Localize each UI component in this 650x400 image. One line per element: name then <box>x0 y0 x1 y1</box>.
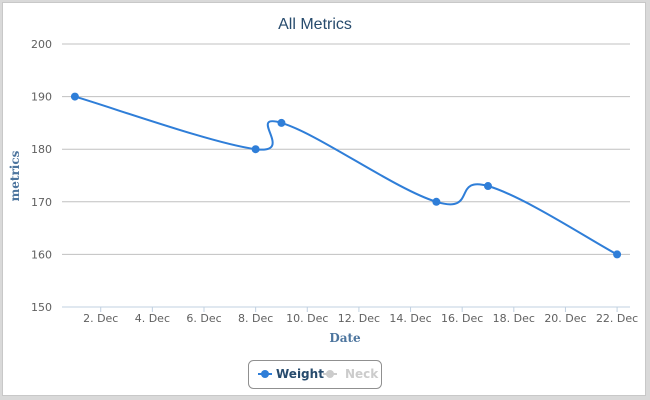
data-point[interactable] <box>484 182 492 191</box>
legend: Weight Neck <box>248 360 382 389</box>
legend-box <box>248 360 382 389</box>
y-tick-label: 170 <box>31 196 52 209</box>
x-tick-label: 16. Dec <box>441 312 483 325</box>
data-point[interactable] <box>432 197 441 206</box>
legend-item-weight[interactable]: Weight <box>258 367 324 381</box>
grid-lines <box>62 43 630 255</box>
chart-title: All Metrics <box>278 16 352 33</box>
data-point[interactable] <box>70 92 79 101</box>
legend-label: Neck <box>345 367 379 381</box>
y-axis-ticks: 150 160 170 180 190 200 <box>31 38 52 314</box>
x-tick-label: 6. Dec <box>186 312 221 325</box>
x-tick-label: 8. Dec <box>238 312 273 325</box>
series-group <box>70 92 622 259</box>
x-tick-label: 14. Dec <box>389 312 431 325</box>
x-tick-label: 2. Dec <box>83 312 118 325</box>
legend-marker-icon <box>326 370 334 378</box>
x-tick-label: 20. Dec <box>544 312 586 325</box>
legend-marker-icon <box>261 370 269 378</box>
y-axis-title: metrics <box>8 150 22 201</box>
data-point[interactable] <box>277 118 286 127</box>
x-tick-label: 4. Dec <box>135 312 170 325</box>
legend-item-neck[interactable]: Neck <box>323 367 379 381</box>
y-tick-label: 160 <box>31 248 52 261</box>
x-tick-label: 10. Dec <box>286 312 328 325</box>
series-line-weight <box>74 95 618 256</box>
data-point[interactable] <box>251 145 260 154</box>
x-tick-label: 12. Dec <box>338 312 380 325</box>
chart-frame <box>2 2 646 396</box>
data-point[interactable] <box>613 250 622 259</box>
x-tick-label: 22. Dec <box>596 312 638 325</box>
legend-label: Weight <box>276 367 324 381</box>
x-axis-title: Date <box>329 331 361 345</box>
x-tick-label: 18. Dec <box>493 312 535 325</box>
y-tick-label: 150 <box>31 301 52 314</box>
x-axis: 2. Dec 4. Dec 6. Dec 8. Dec 10. Dec 12. Dec 14… <box>62 306 638 325</box>
y-tick-label: 190 <box>31 91 52 104</box>
y-tick-label: 200 <box>31 38 52 51</box>
y-tick-label: 180 <box>31 143 52 156</box>
